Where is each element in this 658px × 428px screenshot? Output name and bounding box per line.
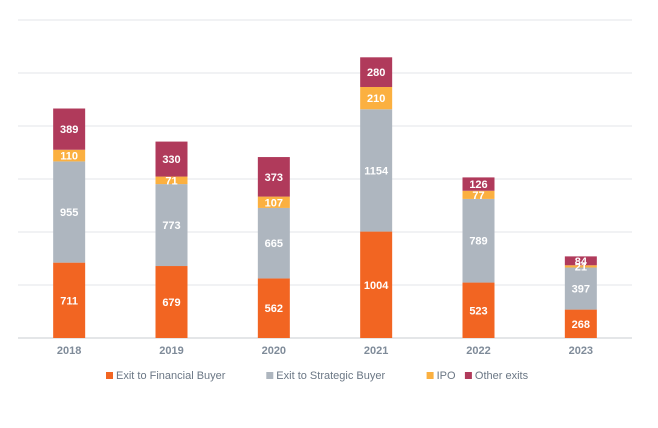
data-label-2019-series-3: 330 [162,154,180,166]
bar-2018-series-1 [53,161,86,263]
data-label-2019-series-2: 71 [165,175,177,187]
bar-2019-series-3 [155,141,188,177]
data-label-2023-series-0: 268 [572,319,590,331]
data-label-2023-series-1: 397 [572,284,590,296]
data-labels: 711 955 110 389 679 773 71 330 562 665 107 373 1004 1… [60,67,590,331]
bar-2018-series-0 [53,262,86,338]
legend-swatch-0 [106,372,113,379]
data-label-2022-series-2: 77 [472,190,484,202]
data-label-2023-series-2: 21 [575,261,587,273]
data-label-2019-series-1: 773 [162,220,180,232]
x-axis: 2018 2019 2020 2021 2022 2023 [57,345,593,357]
legend-label-2: IPO [437,370,456,382]
legend-label-3: Other exits [475,370,529,382]
data-label-2021-series-1: 1154 [364,165,389,177]
data-label-2020-series-2: 107 [265,197,283,209]
bar-2020-series-1 [257,207,290,279]
bar-2021-series-1 [360,109,393,232]
data-label-2018-series-3: 389 [60,124,78,136]
data-label-2021-series-3: 280 [367,67,385,79]
legend-swatch-3 [464,372,472,379]
bar-2022-series-0 [462,282,495,338]
bar-2019-series-1 [155,184,188,267]
gridlines [18,19,632,339]
bar-2020-series-2 [257,196,290,208]
x-tick-label-2021: 2021 [364,345,388,357]
data-label-2020-series-1: 665 [265,238,283,250]
bar-2023-series-2 [564,265,597,268]
bar-2021-series-2 [360,86,393,110]
data-label-2019-series-0: 679 [162,297,180,309]
bar-2019-series-2 [155,176,188,185]
bar-2021-series-3 [360,57,393,87]
bar-2020-series-3 [257,157,290,197]
x-tick-label-2018: 2018 [57,345,81,357]
legend: Exit to Financial Buyer Exit to Strategic… [106,370,529,382]
bar-2020-series-0 [257,278,290,338]
data-label-2018-series-0: 711 [60,295,78,307]
data-label-2022-series-0: 523 [469,305,487,317]
data-label-2021-series-0: 1004 [364,280,389,292]
data-label-2022-series-3: 126 [469,179,487,191]
bar-2022-series-1 [462,198,495,283]
data-label-2022-series-1: 789 [469,236,487,248]
bar-2018-series-3 [53,108,86,150]
legend-label-0: Exit to Financial Buyer [116,370,226,382]
x-tick-label-2022: 2022 [466,345,490,357]
legend-swatch-1 [266,372,274,379]
data-label-2018-series-2: 110 [60,151,78,163]
x-tick-label-2019: 2019 [159,345,183,357]
bar-2022-series-3 [462,177,495,191]
x-tick-label-2023: 2023 [569,345,593,357]
bars [53,57,597,338]
bar-2023-series-3 [564,256,597,266]
bar-2023-series-0 [564,309,597,338]
bar-2023-series-1 [564,267,597,310]
bar-2019-series-0 [155,266,188,338]
data-label-2020-series-0: 562 [265,303,283,315]
data-label-2021-series-2: 210 [367,93,385,105]
bar-2021-series-0 [360,231,393,338]
legend-swatch-2 [426,372,434,379]
bar-2022-series-2 [462,190,495,199]
legend-label-1: Exit to Strategic Buyer [276,370,385,382]
data-label-2023-series-3: 84 [575,256,588,268]
x-tick-label-2020: 2020 [262,345,286,357]
data-label-2018-series-1: 955 [60,207,78,219]
bar-2018-series-2 [53,149,86,162]
data-label-2020-series-3: 373 [265,172,283,184]
